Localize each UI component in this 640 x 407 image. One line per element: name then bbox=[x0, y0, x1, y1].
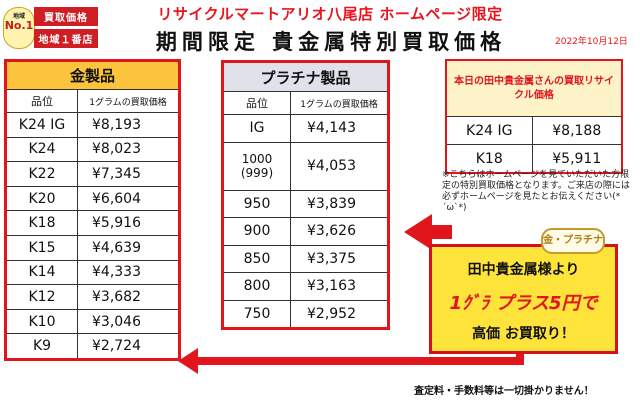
platinum-price: ¥4,053 bbox=[290, 141, 389, 191]
table-row: K18 ¥5,911 bbox=[445, 144, 623, 174]
arrow-to-platinum-icon bbox=[404, 214, 452, 250]
table-row: K20 ¥6,604 bbox=[5, 185, 180, 212]
reference-price: ¥8,188 bbox=[531, 116, 623, 145]
promo-box: 田中貴金属様より 1ｸﾞﾗ プラス5円で 高価 お買取り！ bbox=[429, 244, 618, 354]
gold-platinum-tag: 金・プラチナ bbox=[541, 228, 605, 254]
badge-line-1: 買取価格 bbox=[34, 7, 98, 26]
table-row: 850 ¥3,375 bbox=[222, 244, 389, 273]
reference-grade: K18 bbox=[445, 144, 533, 174]
gold-grade: K10 bbox=[5, 308, 78, 335]
platinum-grade: 900 bbox=[222, 217, 291, 246]
gold-col-grade: 品位 bbox=[5, 89, 78, 113]
page-headline: リサイクルマートアリオ八尾店 ホームページ限定 bbox=[157, 5, 503, 23]
gold-grade: K9 bbox=[5, 333, 78, 360]
gold-grade: K15 bbox=[5, 234, 78, 261]
badge-small-text: 地域 bbox=[12, 13, 25, 20]
gold-grade: K24 bbox=[5, 136, 78, 163]
gold-grade: K24 IG bbox=[5, 112, 78, 138]
table-row: 950 ¥3,839 bbox=[222, 189, 389, 218]
platinum-grade: 950 bbox=[222, 189, 291, 218]
reference-table-title: 本日の田中貴金属さんの買取リサイクル価格 bbox=[445, 59, 623, 117]
table-row: K22 ¥7,345 bbox=[5, 161, 180, 187]
platinum-price: ¥3,375 bbox=[290, 244, 389, 273]
gold-grade: K18 bbox=[5, 210, 78, 236]
gold-price: ¥2,724 bbox=[77, 333, 180, 360]
gold-col-price: 1グラムの買取価格 bbox=[77, 89, 180, 113]
footer-note: 査定料・手数料等は一切掛かりません！ bbox=[414, 386, 594, 397]
gold-grade: K14 bbox=[5, 259, 78, 286]
gold-price: ¥8,193 bbox=[77, 112, 180, 138]
table-row: K18 ¥5,916 bbox=[5, 210, 180, 236]
price-date: 2022年10月12日 bbox=[555, 37, 628, 47]
gold-table-title: 金製品 bbox=[5, 60, 180, 90]
gold-price: ¥8,023 bbox=[77, 136, 180, 163]
table-row: 900 ¥3,626 bbox=[222, 217, 389, 246]
platinum-grade: 750 bbox=[222, 299, 291, 329]
table-row: K24 IG ¥8,188 bbox=[445, 116, 623, 145]
gold-price-table: 金製品 品位 1グラムの買取価格 K24 IG ¥8,193 K24 ¥8,023 … bbox=[4, 59, 181, 361]
table-row: 1000 (999) ¥4,053 bbox=[222, 141, 389, 191]
promo-line-1: 田中貴金属様より bbox=[467, 262, 580, 278]
platinum-col-price: 1グラムの買取価格 bbox=[290, 91, 389, 115]
reference-price: ¥5,911 bbox=[531, 144, 623, 174]
badge-no1-text: No.1 bbox=[4, 19, 34, 32]
gold-price: ¥3,046 bbox=[77, 308, 180, 335]
platinum-price: ¥2,952 bbox=[290, 299, 389, 329]
promo-line-3: 高価 お買取り！ bbox=[472, 326, 575, 342]
platinum-price-table: プラチナ製品 品位 1グラムの買取価格 IG ¥4,143 1000 (999) ¥… bbox=[221, 60, 390, 330]
platinum-col-grade: 品位 bbox=[222, 91, 291, 115]
promo-line-2: 1ｸﾞﾗ プラス5円で bbox=[449, 293, 598, 314]
platinum-grade: 800 bbox=[222, 272, 291, 301]
gold-price: ¥5,916 bbox=[77, 210, 180, 236]
reference-price-table: 本日の田中貴金属さんの買取リサイクル価格 K24 IG ¥8,188 K18 ¥5,… bbox=[445, 59, 623, 174]
platinum-price: ¥3,839 bbox=[290, 189, 389, 218]
no1-badge: 地域 No.1 買取価格 地域１番店 bbox=[3, 2, 99, 52]
table-row: K24 ¥8,023 bbox=[5, 136, 180, 163]
no1-medal: 地域 No.1 bbox=[3, 7, 35, 49]
platinum-price: ¥3,626 bbox=[290, 217, 389, 246]
table-row: 750 ¥2,952 bbox=[222, 299, 389, 329]
gold-price: ¥7,345 bbox=[77, 161, 180, 187]
table-row: K12 ¥3,682 bbox=[5, 284, 180, 310]
table-row: K24 IG ¥8,193 bbox=[5, 112, 180, 138]
table-row: K9 ¥2,724 bbox=[5, 333, 180, 360]
badge-line-2: 地域１番店 bbox=[34, 29, 98, 48]
table-row: K10 ¥3,046 bbox=[5, 308, 180, 335]
gold-price: ¥6,604 bbox=[77, 185, 180, 212]
gold-grade: K20 bbox=[5, 185, 78, 212]
platinum-grade: 850 bbox=[222, 244, 291, 273]
notice-text: ※こちらはホームページを見ていただいた方限定の特別買取価格となります。ご来店の際… bbox=[442, 170, 630, 213]
gold-price: ¥3,682 bbox=[77, 284, 180, 310]
page-title: 期間限定 貴金属特別買取価格 bbox=[155, 30, 507, 54]
table-row: IG ¥4,143 bbox=[222, 114, 389, 143]
table-row: K14 ¥4,333 bbox=[5, 259, 180, 286]
